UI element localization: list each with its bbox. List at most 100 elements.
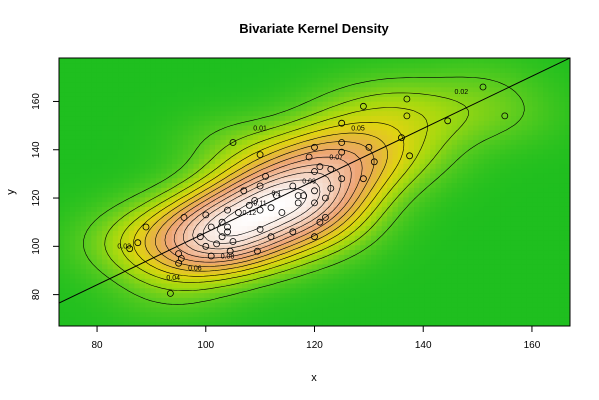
density-cell xyxy=(204,72,211,78)
density-cell xyxy=(322,321,329,326)
density-cell xyxy=(473,220,480,227)
density-cell xyxy=(500,259,507,265)
density-cell xyxy=(430,235,437,241)
density-cell xyxy=(505,139,512,145)
density-cell xyxy=(284,91,291,97)
density-cell xyxy=(370,282,377,289)
density-cell xyxy=(91,144,98,150)
density-cell xyxy=(516,282,523,289)
density-cell xyxy=(451,297,458,303)
density-cell xyxy=(75,215,82,222)
density-cell xyxy=(430,172,437,179)
density-cell xyxy=(80,91,87,97)
density-cell xyxy=(214,249,221,255)
density-cell xyxy=(397,235,404,241)
density-cell xyxy=(155,297,162,303)
density-cell xyxy=(139,182,146,188)
density-cell xyxy=(182,86,189,93)
density-cell xyxy=(188,144,195,150)
density-cell xyxy=(198,148,205,155)
density-cell xyxy=(446,153,453,160)
density-cell xyxy=(376,211,383,217)
density-cell xyxy=(150,225,157,231)
density-cell xyxy=(354,96,361,102)
density-cell xyxy=(139,153,146,160)
density-cell xyxy=(80,163,87,169)
density-cell xyxy=(85,201,92,207)
density-cell xyxy=(462,77,469,83)
density-cell xyxy=(505,278,512,284)
density-cell xyxy=(440,125,447,131)
density-cell xyxy=(435,158,442,164)
density-cell xyxy=(301,220,308,227)
density-cell xyxy=(301,215,308,222)
density-cell xyxy=(220,144,227,150)
density-cell xyxy=(193,158,200,164)
density-cell xyxy=(451,196,458,203)
density-cell xyxy=(102,129,109,136)
density-cell xyxy=(193,72,200,78)
density-cell xyxy=(279,172,286,179)
density-cell xyxy=(446,278,453,284)
density-cell xyxy=(403,158,410,164)
density-cell xyxy=(494,211,501,217)
density-cell xyxy=(102,263,109,270)
density-cell xyxy=(188,120,195,126)
density-cell xyxy=(225,196,232,203)
density-cell xyxy=(247,273,254,279)
density-cell xyxy=(532,230,539,236)
density-cell xyxy=(322,144,329,150)
density-cell xyxy=(564,244,570,251)
density-cell xyxy=(349,259,356,265)
density-cell xyxy=(85,172,92,179)
density-cell xyxy=(559,316,566,322)
density-cell xyxy=(521,81,528,88)
density-cell xyxy=(69,196,76,203)
density-cell xyxy=(236,72,243,78)
density-cell xyxy=(440,321,447,326)
density-cell xyxy=(543,105,550,112)
density-cell xyxy=(360,297,367,303)
density-cell xyxy=(516,316,523,322)
density-cell xyxy=(521,86,528,93)
density-cell xyxy=(397,297,404,303)
density-cell xyxy=(327,239,334,246)
density-cell xyxy=(209,77,216,83)
density-cell xyxy=(96,201,103,207)
density-cell xyxy=(317,139,324,145)
density-cell xyxy=(247,96,254,102)
density-cell xyxy=(392,201,399,207)
density-cell xyxy=(231,172,238,179)
density-cell xyxy=(128,86,135,93)
density-cell xyxy=(494,172,501,179)
density-cell xyxy=(322,287,329,294)
density-cell xyxy=(392,77,399,83)
density-cell xyxy=(387,254,394,260)
density-cell xyxy=(241,91,248,97)
density-cell xyxy=(258,77,264,83)
density-cell xyxy=(462,254,469,260)
density-cell xyxy=(171,196,178,203)
density-cell xyxy=(440,91,447,97)
density-cell xyxy=(387,215,394,222)
density-cell xyxy=(532,321,539,326)
density-cell xyxy=(182,172,189,179)
density-cell xyxy=(59,144,65,150)
density-cell xyxy=(166,86,173,93)
density-cell xyxy=(483,172,490,179)
density-cell xyxy=(220,239,227,246)
density-cell xyxy=(381,239,388,246)
density-cell xyxy=(510,244,517,251)
density-cell xyxy=(231,263,238,270)
density-cell xyxy=(500,144,507,150)
density-cell xyxy=(220,91,227,97)
density-cell xyxy=(559,201,566,207)
density-cell xyxy=(295,201,302,207)
density-cell xyxy=(467,230,474,236)
density-cell xyxy=(59,172,65,179)
density-cell xyxy=(263,239,270,246)
density-cell xyxy=(344,259,351,265)
density-cell xyxy=(274,316,281,322)
density-cell xyxy=(107,292,114,298)
